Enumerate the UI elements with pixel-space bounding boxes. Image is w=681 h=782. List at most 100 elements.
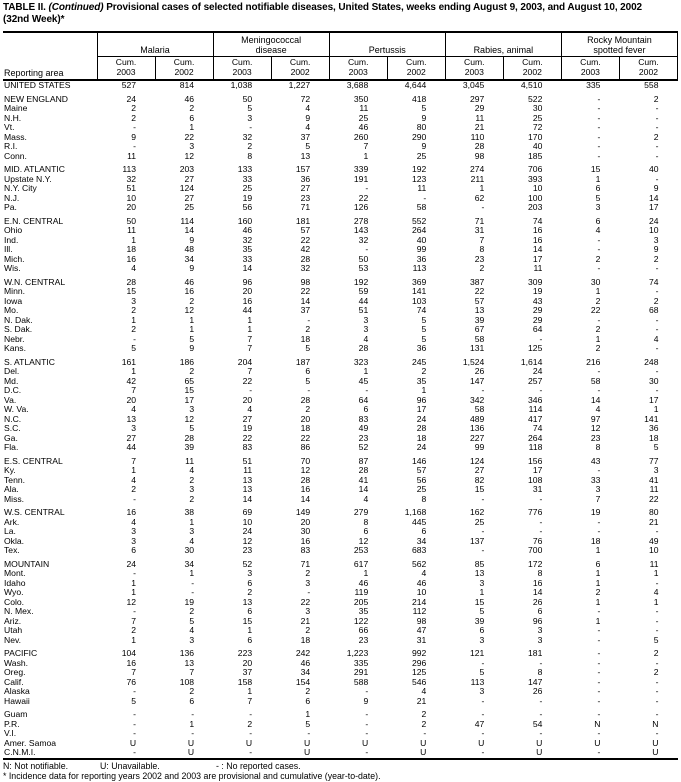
value-cell: 47 <box>474 718 485 729</box>
value-cell: - <box>539 695 543 706</box>
value-cell: 3 <box>189 634 195 645</box>
value-cell: 33 <box>242 253 253 264</box>
value-cell: 5 <box>189 333 195 344</box>
value-cell: 6 <box>305 366 311 376</box>
value-cell: 2 <box>189 366 195 376</box>
value-cell: 27 <box>184 192 195 203</box>
table-row: Wis. 4 9 14 32 53 113 2 11 - - <box>3 263 678 274</box>
value-cell: 37 <box>242 667 253 677</box>
value-cell: - <box>539 333 543 344</box>
table-row: N.Y. City 51 124 25 27-11 1 10 6 9 <box>3 183 678 194</box>
value-cell: - <box>133 122 137 132</box>
value-cell: 9 <box>305 112 311 123</box>
reporting-area-cell: Oreg. <box>4 668 26 677</box>
value-cell: 47 <box>416 625 427 635</box>
value-cell: - <box>597 667 601 677</box>
value-cell: 10 <box>242 516 253 527</box>
value-cell: 1 <box>247 625 253 635</box>
value-cell: 20 <box>126 394 137 405</box>
value-cell: 1 <box>189 122 195 132</box>
value-cell: 6 <box>595 215 601 226</box>
cum-label: Cum. <box>638 57 659 67</box>
reporting-area-cell: E.S. CENTRAL <box>4 455 63 466</box>
value-cell: 103 <box>411 295 427 306</box>
table-row: Maine 2 2 5 4 11 5 29 30 - - <box>3 103 678 114</box>
reporting-area-cell: N.J. <box>4 193 20 203</box>
value-cell: 14 <box>358 484 369 494</box>
value-cell: 161 <box>121 356 137 367</box>
value-cell: 9 <box>421 141 427 151</box>
value-cell: - <box>597 676 601 687</box>
value-cell: 40 <box>648 164 659 174</box>
value-cell: 24 <box>416 413 427 424</box>
value-cell: 74 <box>532 423 543 433</box>
value-cell: U <box>594 737 601 748</box>
value-cell: 5 <box>305 343 311 353</box>
value-cell: 136 <box>469 423 485 433</box>
value-cell: 29 <box>474 103 485 113</box>
value-cell: 28 <box>126 276 137 287</box>
value-cell: 34 <box>300 667 311 677</box>
table-row: D.C. 7 15 - - - 1 - - - - <box>3 385 678 396</box>
value-cell: 1 <box>363 366 369 376</box>
reporting-area-cell: Miss. <box>4 494 25 504</box>
table-row: Upstate N.Y. 32 27 33 36 191 123 211 393 1 - <box>3 173 678 185</box>
value-cell: 264 <box>528 432 543 443</box>
header-sub-row: Reporting area Cum. 2003 Cum. 2002 Cum. 2003 Cu… <box>3 56 679 81</box>
table-row: Alaska - 2 1 2 - 4 3 26 - - <box>3 686 678 697</box>
value-cell: 489 <box>469 413 485 424</box>
table-row: N. Dak. 1 1 1 - 3 5 39 29 - - <box>3 315 678 326</box>
value-cell: 170 <box>528 131 543 142</box>
value-cell: - <box>655 709 659 719</box>
value-cell: 4 <box>247 404 253 414</box>
value-cell: - <box>597 606 601 616</box>
value-cell: - <box>597 747 601 757</box>
value-cell: 31 <box>532 484 543 494</box>
value-cell: 2 <box>189 686 195 696</box>
value-cell: 445 <box>411 516 427 527</box>
table-row: S.C. 3 5 19 18 49 28 136 74 12 36 <box>3 423 678 434</box>
value-cell: - <box>481 657 485 668</box>
value-cell: 1 <box>653 596 659 607</box>
value-cell: 245 <box>411 356 427 367</box>
reporting-area-cell: N.H. <box>4 113 22 123</box>
value-cell: - <box>481 728 485 738</box>
value-cell: 211 <box>470 173 485 184</box>
value-cell: 418 <box>411 93 427 104</box>
value-cell: 58 <box>590 375 601 386</box>
footnote-no-cases: - : No reported cases. <box>216 760 301 771</box>
value-cell: 50 <box>358 253 369 264</box>
value-cell: 6 <box>595 558 601 569</box>
value-cell: 3 <box>131 526 137 536</box>
value-cell: 5 <box>305 375 311 386</box>
footnotes: N: Not notifiable. U: Unavailable. - : No … <box>3 761 678 782</box>
value-cell: 4 <box>595 404 601 414</box>
value-cell: 4 <box>131 474 137 485</box>
value-cell: 296 <box>411 657 427 668</box>
value-cell: 4 <box>131 516 137 527</box>
value-cell: - <box>365 718 369 729</box>
reporting-area-cell: Guam <box>4 709 28 719</box>
table-head: Malaria Meningococcal disease Pertussis Rab… <box>3 32 679 81</box>
value-cell: 17 <box>184 394 195 405</box>
value-cell: 203 <box>528 202 543 212</box>
cum-year-header: Cum. 2002 <box>618 56 679 81</box>
value-cell: 291 <box>353 667 369 677</box>
value-cell: 71 <box>300 558 311 569</box>
value-cell: 15 <box>590 164 601 174</box>
reporting-area-cell: S. ATLANTIC <box>4 356 55 367</box>
group-header: Meningococcal disease <box>212 32 330 57</box>
value-cell: 72 <box>532 122 543 132</box>
value-cell: 12 <box>300 465 311 475</box>
value-cell: 1 <box>595 596 601 607</box>
table-row: Mo. 2 12 44 37 51 74 13 29 22 68 <box>3 305 678 316</box>
table-label: TABLE II. <box>3 2 46 13</box>
table-row: W.N. CENTRAL 28 46 96 98 192 369 387 309 30 74 <box>3 274 678 288</box>
value-cell: 16 <box>532 577 543 588</box>
value-cell: 11 <box>359 103 369 113</box>
value-cell: 2 <box>305 568 311 578</box>
value-cell: 26 <box>532 686 543 696</box>
value-cell: 46 <box>358 577 369 588</box>
value-cell: 16 <box>126 657 137 668</box>
value-cell: - <box>597 112 601 123</box>
